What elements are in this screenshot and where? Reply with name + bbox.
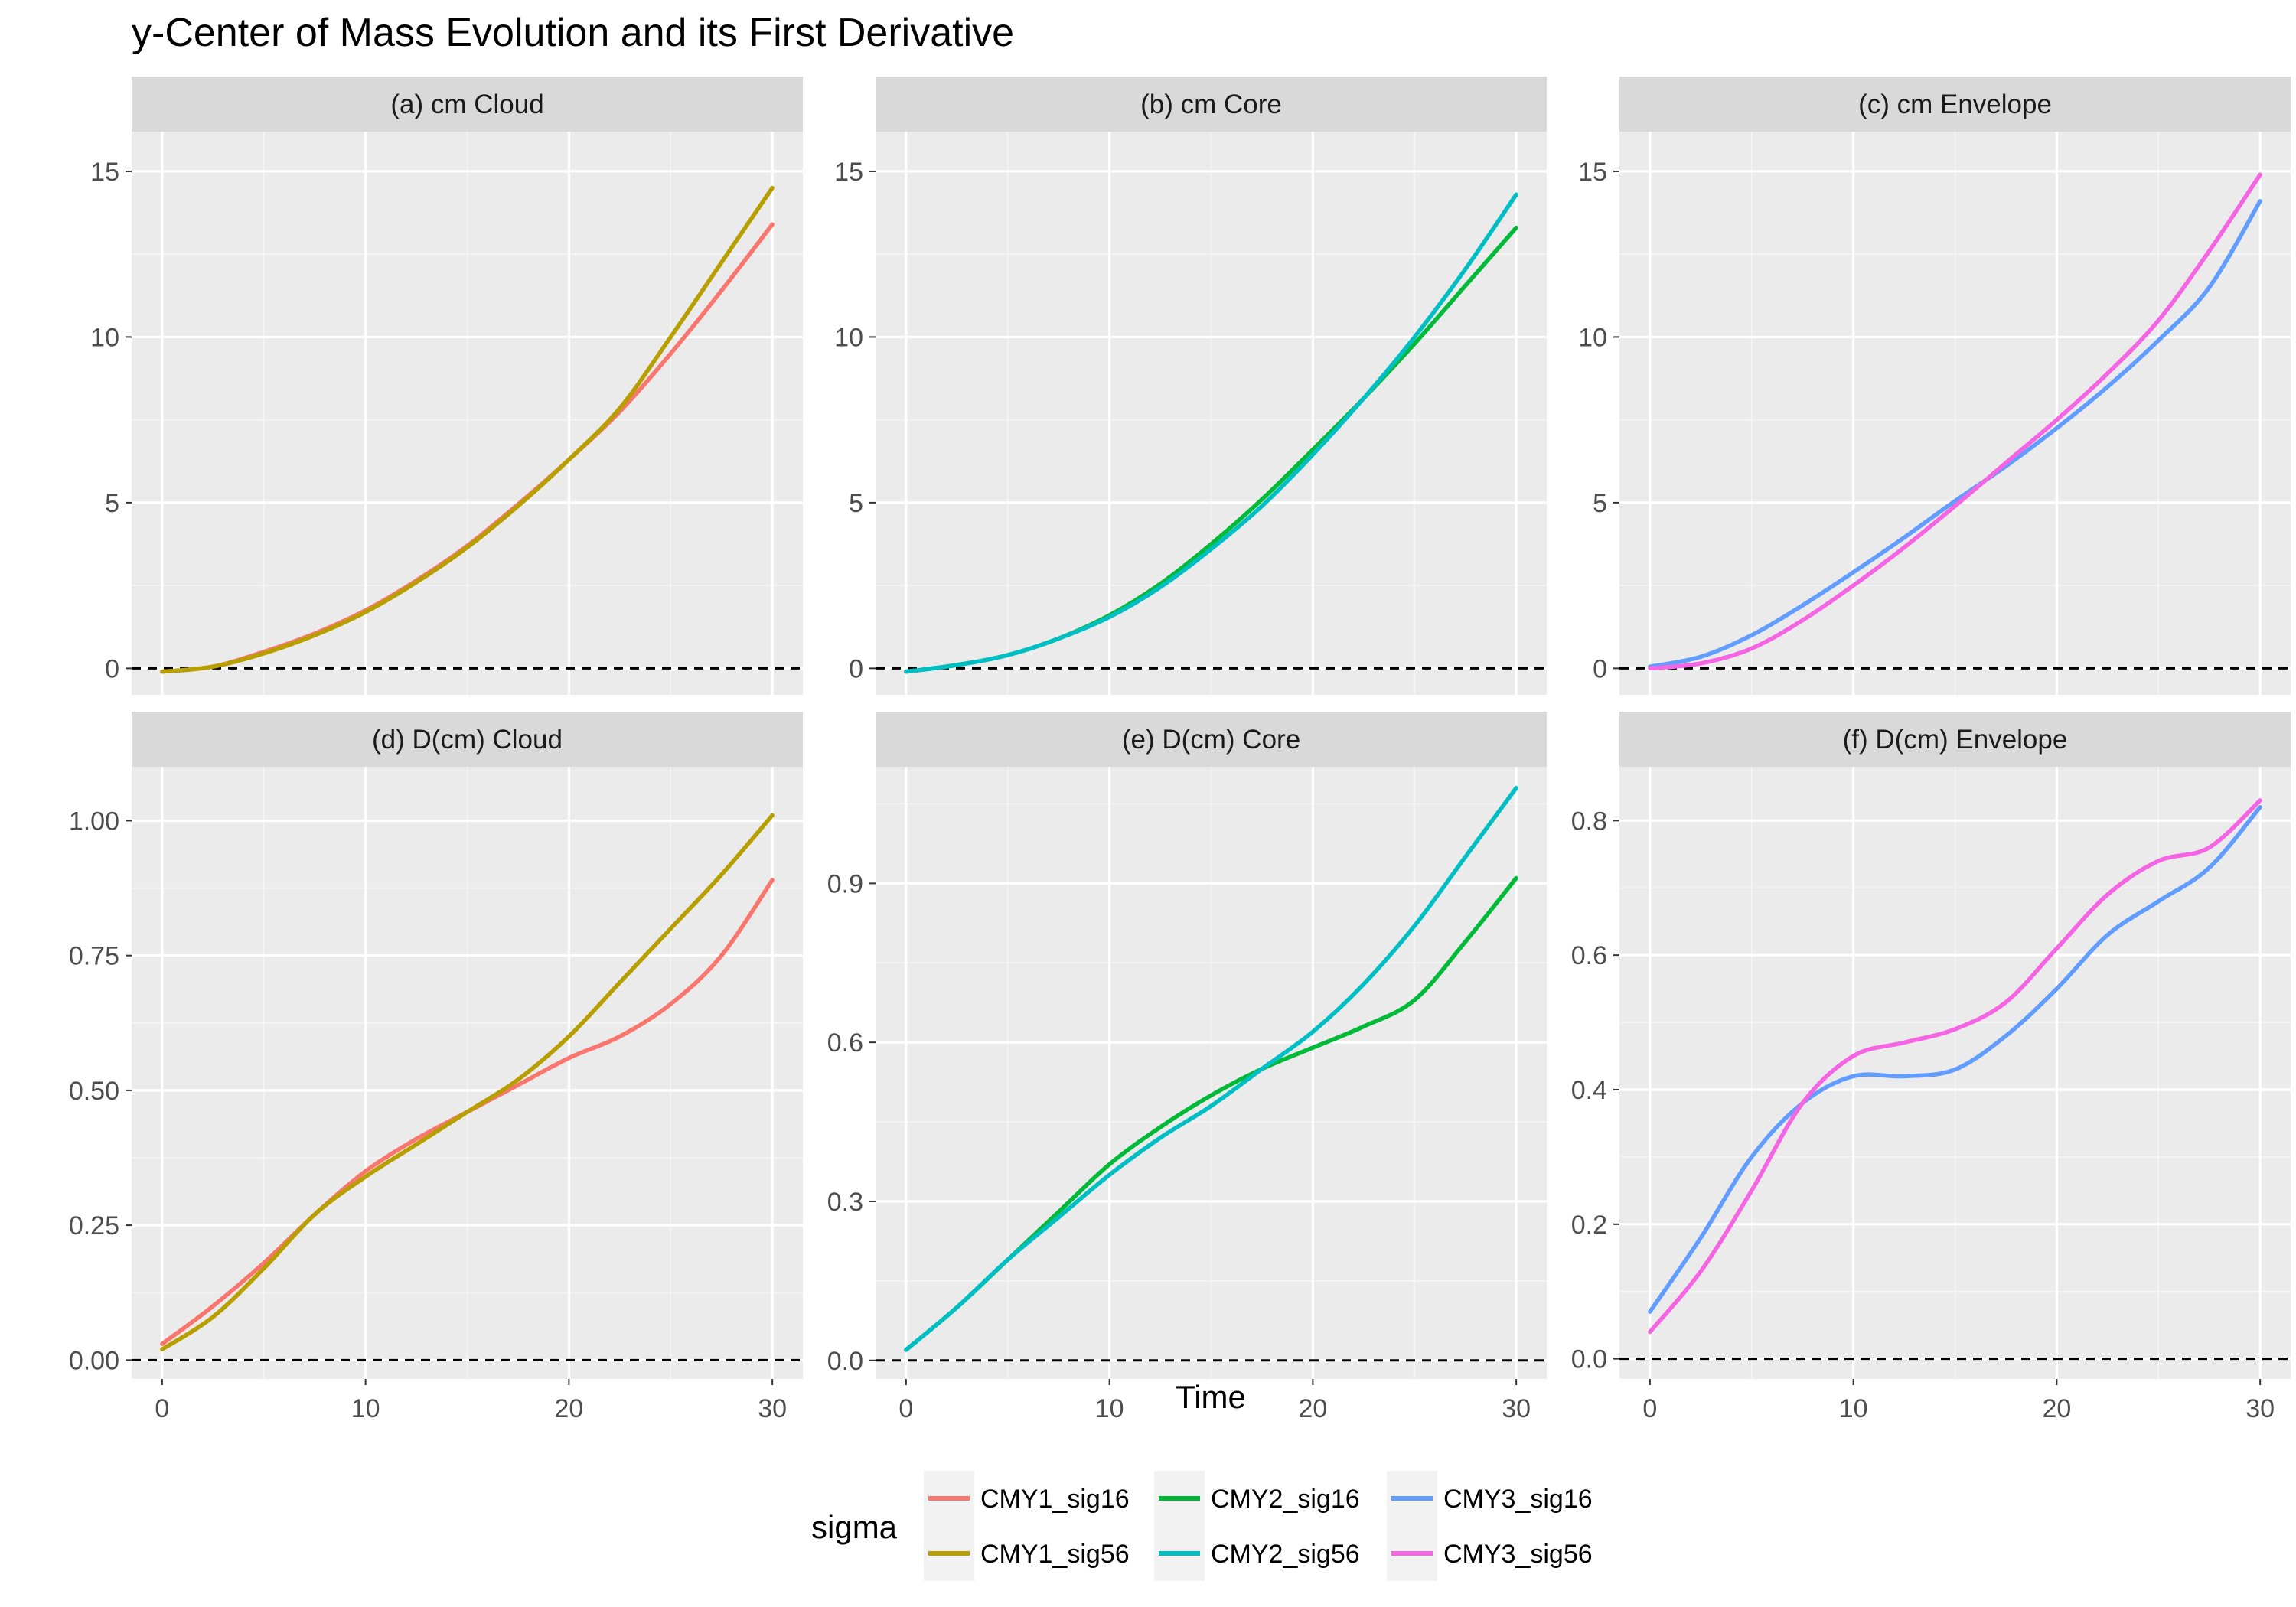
legend-item: CMY2_sig16 — [1154, 1471, 1360, 1526]
series-line-cmy3-sig56 — [1648, 172, 2262, 671]
facet-strip — [1619, 77, 2291, 132]
y-tick-label: 0.75 — [69, 942, 119, 971]
y-tick-label: 10 — [90, 323, 119, 352]
x-tick-label: 10 — [1839, 1394, 1868, 1423]
y-tick-label: 0.00 — [69, 1346, 119, 1375]
y-tick-label: 0.0 — [1571, 1345, 1607, 1374]
x-tick-label: 30 — [2245, 1394, 2275, 1423]
y-tick-label: 5 — [1593, 489, 1607, 518]
y-tick-label: 0 — [105, 654, 119, 683]
x-tick-label: 20 — [2042, 1394, 2071, 1423]
series-line-cmy3-sig16 — [1648, 199, 2262, 669]
series-line-cmy1-sig56 — [160, 185, 775, 674]
facet-strip — [876, 77, 1547, 132]
legend-item: CMY3_sig56 — [1387, 1526, 1593, 1581]
y-tick-label: 1.00 — [69, 807, 119, 836]
legend-item: CMY1_sig16 — [924, 1471, 1130, 1526]
legend-label: CMY1_sig16 — [980, 1485, 1130, 1514]
facet-strip-label: (b) cm Core — [1140, 90, 1282, 119]
x-axis-title: Time — [1176, 1379, 1246, 1415]
x-tick-label: 30 — [1502, 1394, 1531, 1423]
x-tick-label: 10 — [351, 1394, 380, 1423]
legend-item: CMY1_sig56 — [924, 1526, 1130, 1581]
x-tick-label: 30 — [758, 1394, 787, 1423]
legend-label: CMY3_sig56 — [1443, 1540, 1593, 1569]
y-tick-label: 0.8 — [1571, 807, 1607, 836]
legend-item: CMY3_sig16 — [1387, 1471, 1593, 1526]
y-tick-label: 15 — [834, 158, 863, 187]
y-tick-label: 0.4 — [1571, 1076, 1607, 1105]
legend-title: sigma — [811, 1509, 898, 1545]
facet-strip — [132, 77, 803, 132]
facet-panel: (c) cm Envelope 0 5 10 15 — [1578, 77, 2291, 695]
y-tick-label: 5 — [849, 489, 863, 518]
facet-strip-label: (c) cm Envelope — [1858, 90, 2052, 119]
legend-label: CMY1_sig56 — [980, 1540, 1130, 1569]
y-tick-label: 0.9 — [827, 869, 863, 898]
legend-item: CMY2_sig56 — [1154, 1526, 1360, 1581]
facet-panel: (a) cm Cloud 0 5 10 15 — [90, 77, 803, 695]
x-tick-label: 20 — [1298, 1394, 1327, 1423]
series-line-cmy2-sig56 — [904, 785, 1518, 1352]
facet-panel: (f) D(cm) Envelope 0.0 0.2 0.4 0.6 0.8 0 10 20 30 — [1571, 712, 2291, 1423]
facet-strip-label: (a) cm Cloud — [390, 90, 543, 119]
facet-panel: (b) cm Core 0 5 10 15 — [834, 77, 1547, 695]
y-tick-label: 10 — [834, 323, 863, 352]
series-line-cmy2-sig56 — [904, 192, 1518, 674]
y-tick-label: 5 — [105, 489, 119, 518]
series-line-cmy1-sig56 — [160, 813, 775, 1351]
facet-strip — [132, 712, 803, 767]
y-tick-label: 0.25 — [69, 1211, 119, 1240]
y-tick-label: 0 — [849, 654, 863, 683]
x-tick-label: 0 — [1642, 1394, 1657, 1423]
legend-items: CMY1_sig16 CMY1_sig56 CMY2_sig16 CMY2_sig56… — [924, 1471, 1593, 1581]
y-tick-label: 0.50 — [69, 1077, 119, 1106]
x-tick-label: 0 — [899, 1394, 913, 1423]
facet-strip-label: (f) D(cm) Envelope — [1843, 725, 2068, 755]
y-tick-label: 15 — [90, 158, 119, 187]
x-tick-label: 0 — [155, 1394, 169, 1423]
y-tick-label: 10 — [1578, 323, 1607, 352]
facet-strip — [1619, 712, 2291, 767]
y-tick-label: 0.0 — [827, 1347, 863, 1376]
y-tick-label: 0.6 — [827, 1028, 863, 1058]
legend-label: CMY3_sig16 — [1443, 1485, 1593, 1514]
y-tick-label: 0.2 — [1571, 1211, 1607, 1240]
y-tick-label: 15 — [1578, 158, 1607, 187]
y-tick-label: 0.6 — [1571, 941, 1607, 970]
facet-panel: (d) D(cm) Cloud 0.00 0.25 0.50 0.75 1.00 0 10 20… — [69, 712, 803, 1423]
x-tick-label: 20 — [554, 1394, 583, 1423]
facet-strip-label: (d) D(cm) Cloud — [372, 725, 563, 755]
facet-strip — [876, 712, 1547, 767]
legend: sigma CMY1_sig16 CMY1_sig56 CMY2_sig16 CMY2… — [811, 1471, 1593, 1581]
facet-panel: (e) D(cm) Core 0.0 0.3 0.6 0.9 0 10 20 30 — [827, 712, 1547, 1423]
y-tick-label: 0.3 — [827, 1188, 863, 1217]
chart-title: y-Center of Mass Evolution and its First… — [132, 11, 1014, 55]
legend-label: CMY2_sig16 — [1211, 1485, 1360, 1514]
y-tick-label: 0 — [1593, 654, 1607, 683]
x-tick-label: 10 — [1095, 1394, 1124, 1423]
facet-strip-label: (e) D(cm) Core — [1122, 725, 1300, 755]
legend-label: CMY2_sig56 — [1211, 1540, 1360, 1569]
series-line-cmy3-sig16 — [1648, 804, 2262, 1314]
series-line-cmy3-sig56 — [1648, 798, 2262, 1335]
